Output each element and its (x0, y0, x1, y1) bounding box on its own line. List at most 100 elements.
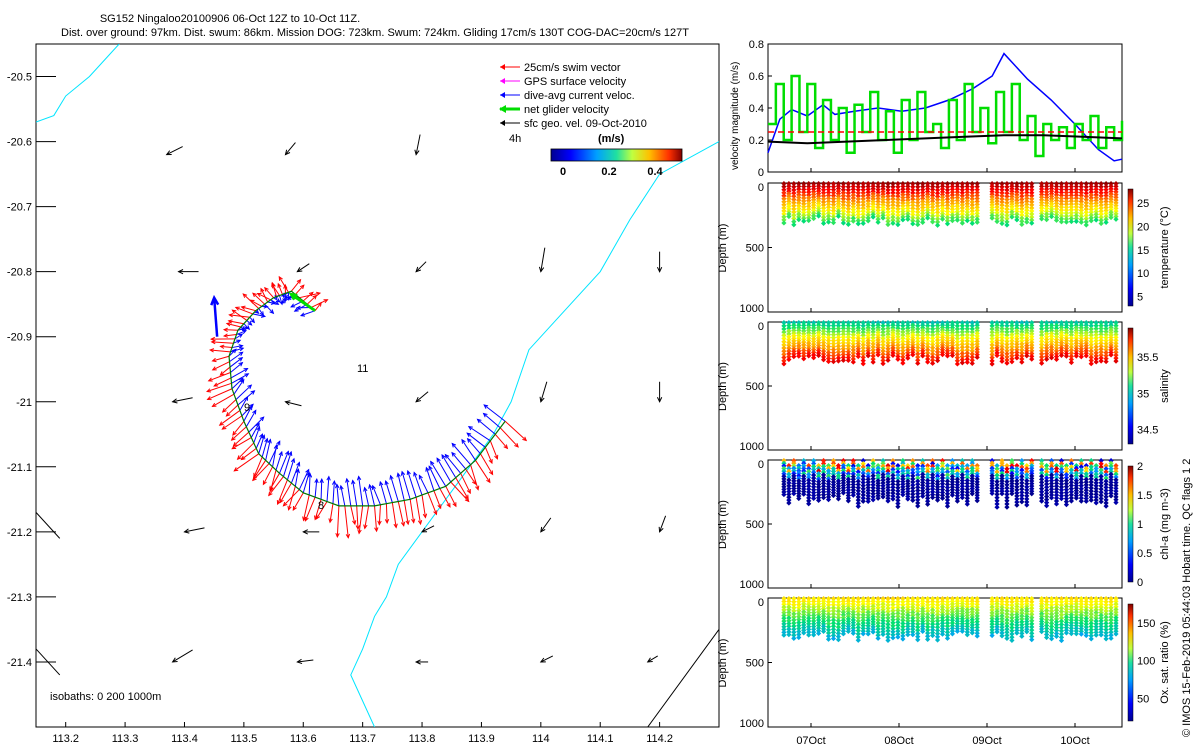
chla-point (1103, 487, 1109, 494)
swim-vector-9 (277, 282, 283, 295)
oxygen-point (865, 601, 871, 607)
oxygen-point (811, 629, 817, 635)
temperature-point (840, 211, 846, 217)
temperature-point (934, 219, 941, 225)
temperature-point (989, 181, 995, 187)
salinity-point (845, 322, 851, 329)
dac-vector-77 (396, 472, 405, 501)
oxygen-point (939, 615, 946, 621)
oxygen-point (939, 623, 946, 629)
map-xtick-label-0: 113.2 (52, 733, 79, 745)
temperature-point (1093, 192, 1099, 198)
oxygen-point (811, 612, 817, 618)
salinity-point (900, 329, 906, 335)
temperature-point (820, 190, 827, 196)
map-xtick-label-2: 113.4 (171, 733, 198, 745)
oxygen-point (811, 632, 817, 638)
temperature-point (1039, 208, 1045, 214)
temperature-point (1004, 212, 1010, 219)
chla-point (944, 481, 951, 487)
salinity-point (900, 326, 906, 332)
salinity-point (786, 339, 792, 346)
oxygen-point (934, 615, 941, 621)
temperature-point (1004, 187, 1010, 193)
temperature-point (900, 183, 906, 190)
salinity-point (880, 354, 886, 360)
oxygen-point (895, 625, 901, 631)
oxygen-point (890, 617, 896, 623)
chla-point (865, 487, 871, 493)
temperature-point (1024, 204, 1030, 210)
chla-point (1098, 486, 1104, 492)
chla-point (845, 473, 851, 480)
oxygen-point (830, 596, 837, 602)
temperature-point (845, 187, 851, 193)
salinity-point (1004, 332, 1010, 338)
dac-vector-68 (345, 477, 352, 506)
temperature-point (1004, 216, 1010, 222)
dac-vector-75 (384, 479, 393, 503)
oxygen-point (974, 604, 980, 610)
oxygen-point (1088, 596, 1094, 602)
dac-vector-85 (436, 457, 452, 483)
salinity-point (930, 326, 936, 332)
chla-point (910, 470, 916, 476)
temperature-point (994, 192, 1000, 198)
oxygen-point (1098, 618, 1104, 624)
salinity-point (791, 338, 797, 344)
chla-point (1088, 488, 1094, 494)
salinity-point (855, 320, 861, 326)
salinity-point (1039, 335, 1045, 341)
glider-track (228, 290, 506, 507)
temperature-point (895, 190, 901, 196)
salinity-point (905, 330, 911, 337)
oxygen-point (1019, 607, 1025, 613)
salinity-point (1029, 348, 1035, 354)
chla-point (1088, 479, 1094, 485)
temperature-point (850, 206, 856, 213)
salinity-point (934, 320, 941, 326)
salinity-point (880, 342, 886, 348)
salinity-point (964, 353, 970, 359)
dac-vector-46 (253, 426, 261, 444)
chla-point (934, 465, 941, 471)
oxygen-point (830, 635, 837, 642)
salinity-point (954, 329, 960, 335)
oxygen-point (855, 631, 861, 637)
oxygen-point (905, 609, 911, 616)
chla-point (949, 481, 956, 488)
map-ytick-label-0: -20.5 (7, 72, 32, 84)
temperature-point (850, 195, 856, 201)
chla-point (1113, 474, 1119, 480)
chla-point (1113, 485, 1119, 491)
salinity-point (1108, 352, 1114, 358)
salinity-point (954, 339, 960, 345)
temperature-point (934, 209, 941, 216)
dac-vector-33 (230, 361, 244, 373)
chla-point (1093, 471, 1099, 477)
chla-point (1058, 460, 1065, 467)
salinity-point (1088, 345, 1094, 351)
oxygen-point (786, 598, 792, 605)
chla-point (890, 478, 896, 484)
temperature-point (801, 183, 807, 190)
chla-point (954, 463, 960, 469)
chla-point (949, 465, 956, 472)
temperature-point (1078, 198, 1084, 205)
temperature-point (845, 215, 851, 221)
temperature-point (925, 183, 931, 189)
chla-point (954, 498, 960, 504)
temperature-point (1014, 203, 1020, 209)
temperature-point (989, 183, 995, 189)
temperature-point (855, 187, 861, 193)
isobaths-label: isobaths: 0 200 1000m (50, 691, 161, 703)
temperature-point (939, 216, 946, 222)
salinity-point (1093, 320, 1099, 326)
chla-point (1108, 460, 1114, 466)
temperature-point (910, 196, 916, 202)
salinity-point (855, 353, 861, 360)
oxygen-point (930, 607, 936, 613)
salinity-point (880, 345, 886, 351)
